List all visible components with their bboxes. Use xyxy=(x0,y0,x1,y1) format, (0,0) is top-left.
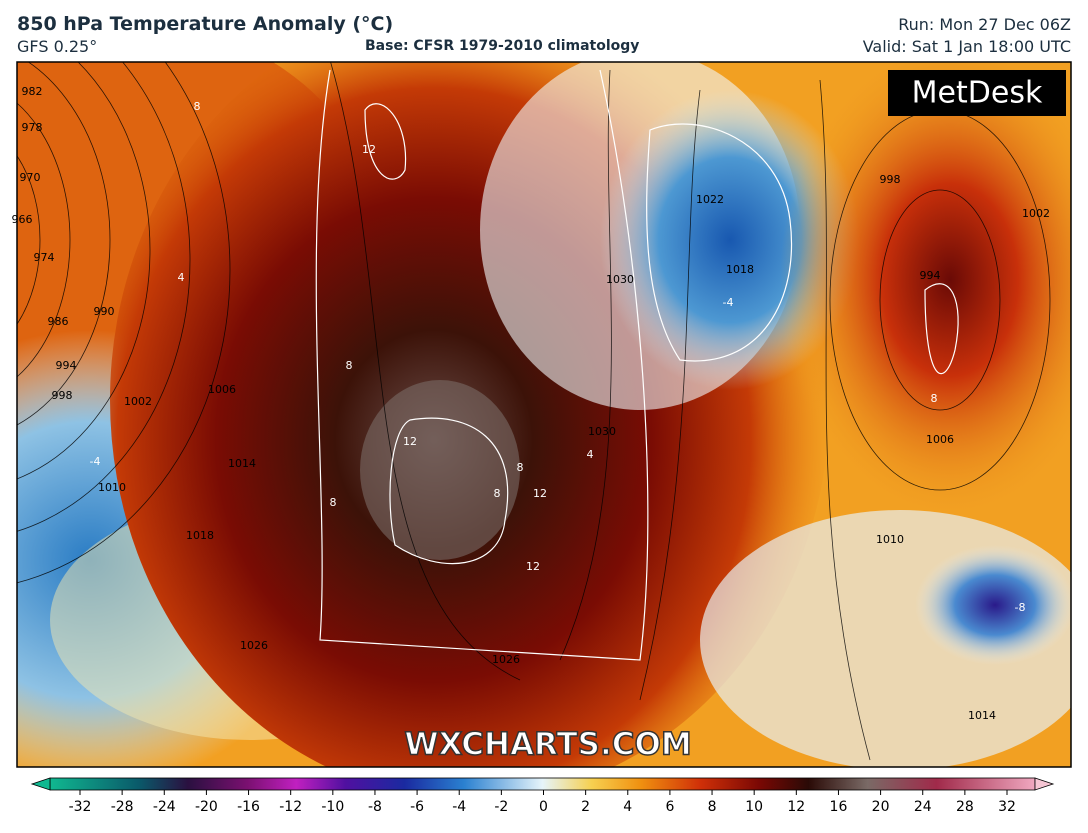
isobar-label: 1030 xyxy=(588,425,616,438)
colorbar-tick-label: -10 xyxy=(321,799,344,815)
isobar-label: 994 xyxy=(920,269,941,282)
isobar-label: 1018 xyxy=(726,263,754,276)
model: GFS 0.25° xyxy=(17,37,98,56)
anomaly-label: 8 xyxy=(346,359,353,372)
isobar-label: 990 xyxy=(94,305,115,318)
anomaly-label: 8 xyxy=(194,100,201,113)
colorbar-tick-label: 20 xyxy=(872,799,890,815)
anomaly-label: 4 xyxy=(587,448,594,461)
isobar-label: 1018 xyxy=(186,529,214,542)
colorbar-tick-label: -2 xyxy=(494,799,508,815)
colorbar-tick-label: -8 xyxy=(368,799,382,815)
logo-box xyxy=(888,70,1066,116)
isobar-label: 994 xyxy=(56,359,77,372)
colorbar-tick-label: 12 xyxy=(787,799,805,815)
colorbar-tick-label: 16 xyxy=(830,799,848,815)
anomaly-label: -4 xyxy=(723,296,734,309)
colorbar-tick-label: -6 xyxy=(410,799,424,815)
isobar-label: 1002 xyxy=(124,395,152,408)
colorbar xyxy=(49,777,1036,791)
colorbar-tick-label: -24 xyxy=(153,799,176,815)
anomaly-label: -8 xyxy=(1015,601,1026,614)
isobar-label: 982 xyxy=(22,85,43,98)
colorbar-max-cap xyxy=(1034,777,1055,791)
isobar-label: 970 xyxy=(20,171,41,184)
anomaly-label: 8 xyxy=(330,496,337,509)
anomaly-label: 12 xyxy=(533,487,547,500)
anomaly-label: 12 xyxy=(403,435,417,448)
isobar-label: 1010 xyxy=(98,481,126,494)
colorbar-tick-label: 8 xyxy=(708,799,717,815)
isobar-label: 1006 xyxy=(208,383,236,396)
isobar-label: 1030 xyxy=(606,273,634,286)
colorbar-tick-label: -28 xyxy=(111,799,134,815)
colorbar-tick-label: -12 xyxy=(279,799,302,815)
anomaly-label: 8 xyxy=(517,461,524,474)
map-frame xyxy=(16,61,1072,768)
colorbar-tick-label: 32 xyxy=(998,799,1016,815)
colorbar-tick-label: 6 xyxy=(665,799,674,815)
map-field xyxy=(17,62,1071,767)
isobar-label: 1022 xyxy=(696,193,724,206)
run: Run: Mon 27 Dec 06Z xyxy=(898,15,1071,34)
logo: MetDesk xyxy=(912,76,1043,111)
anomaly-label: 12 xyxy=(526,560,540,573)
colorbar-tick-label: 28 xyxy=(956,799,974,815)
isobar-label: 978 xyxy=(22,121,43,134)
colorbar-tick-label: 10 xyxy=(745,799,763,815)
colorbar-tick-label: 4 xyxy=(623,799,632,815)
base: Base: CFSR 1979-2010 climatology xyxy=(365,38,640,54)
anomaly-label: 4 xyxy=(178,271,185,284)
colorbar-tick-label: -4 xyxy=(452,799,466,815)
isobar-label: 998 xyxy=(52,389,73,402)
anomaly-label: 12 xyxy=(362,143,376,156)
isobar-label: 998 xyxy=(880,173,901,186)
isobar-label: 986 xyxy=(48,315,69,328)
isobar-label: 1002 xyxy=(1022,207,1050,220)
colorbar-tick-label: 0 xyxy=(539,799,548,815)
isobar-label: 966 xyxy=(12,213,33,226)
colorbar-tick-label: -16 xyxy=(237,799,260,815)
colorbar-tick-label: 24 xyxy=(914,799,932,815)
colorbar-min-cap xyxy=(30,777,51,791)
title: 850 hPa Temperature Anomaly (°C) xyxy=(17,13,394,35)
anomaly-label: 8 xyxy=(494,487,501,500)
valid: Valid: Sat 1 Jan 18:00 UTC xyxy=(862,37,1071,56)
colorbar-tick-label: 2 xyxy=(581,799,590,815)
anomaly-label: -4 xyxy=(90,455,101,468)
watermark: WXCHARTS.COM xyxy=(404,727,691,763)
isobar-label: 974 xyxy=(34,251,55,264)
anomaly-label: 8 xyxy=(931,392,938,405)
colorbar-tick-label: -32 xyxy=(69,799,92,815)
isobar-label: 1014 xyxy=(968,709,996,722)
colorbar-tick-label: -20 xyxy=(195,799,218,815)
isobar-label: 1014 xyxy=(228,457,256,470)
isobar-label: 1006 xyxy=(926,433,954,446)
isobar-label: 1026 xyxy=(492,653,520,666)
isobar-label: 1026 xyxy=(240,639,268,652)
isobar-label: 1010 xyxy=(876,533,904,546)
